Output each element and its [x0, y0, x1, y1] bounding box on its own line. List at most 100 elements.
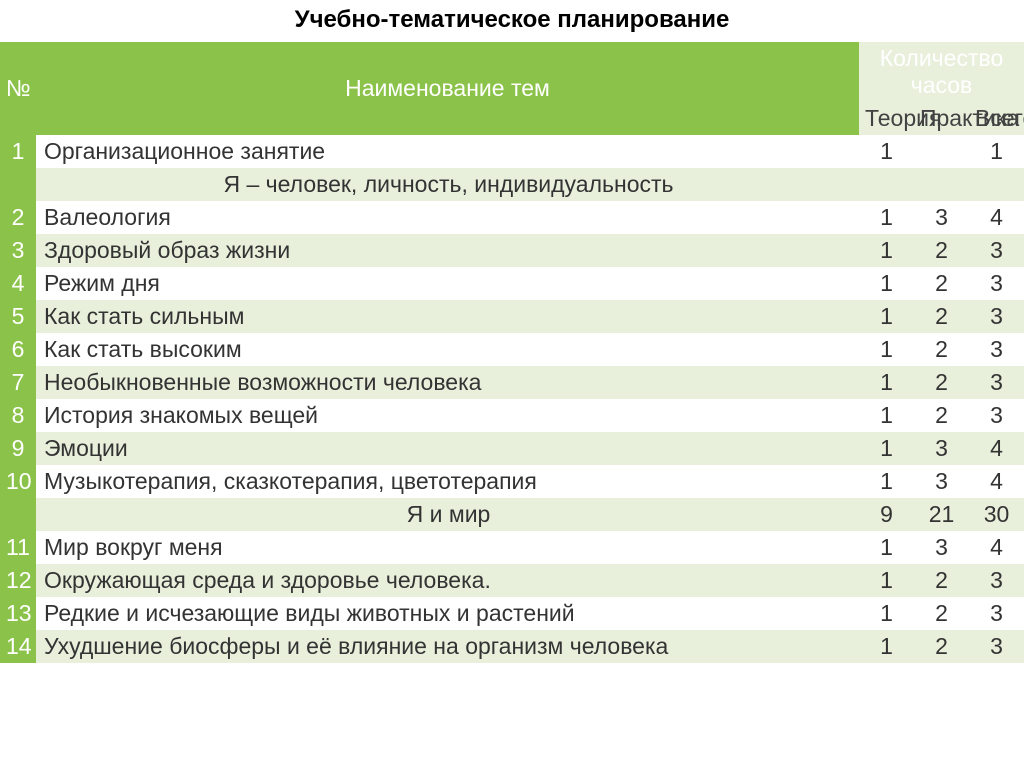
row-practice: 2 — [914, 597, 969, 630]
row-number: 4 — [0, 267, 36, 300]
row-name: Ухудшение биосферы и её влияние на орган… — [36, 630, 859, 663]
row-number: 8 — [0, 399, 36, 432]
row-practice: 2 — [914, 366, 969, 399]
table-row: Я и мир92130 — [0, 498, 1024, 531]
row-theory: 1 — [859, 234, 914, 267]
table-row: 4Режим дня123 — [0, 267, 1024, 300]
row-practice: 2 — [914, 399, 969, 432]
row-name: Валеология — [36, 201, 859, 234]
row-number — [0, 498, 36, 531]
row-name: Необыкновенные возможности человека — [36, 366, 859, 399]
row-total: 4 — [969, 465, 1024, 498]
header-total: Всего — [969, 102, 1024, 135]
row-theory: 1 — [859, 432, 914, 465]
planning-table: № Наименование тем Количество часов Теор… — [0, 42, 1024, 663]
table-row: 7Необыкновенные возможности человека123 — [0, 366, 1024, 399]
row-practice: 2 — [914, 333, 969, 366]
row-total: 3 — [969, 267, 1024, 300]
row-number: 11 — [0, 531, 36, 564]
row-theory: 1 — [859, 531, 914, 564]
row-number: 2 — [0, 201, 36, 234]
row-number: 1 — [0, 135, 36, 168]
table-row: 6Как стать высоким123 — [0, 333, 1024, 366]
row-number: 3 — [0, 234, 36, 267]
row-number — [0, 168, 36, 201]
row-total: 3 — [969, 333, 1024, 366]
table-row: 14Ухудшение биосферы и её влияние на орг… — [0, 630, 1024, 663]
row-name: Как стать высоким — [36, 333, 859, 366]
row-name: Эмоции — [36, 432, 859, 465]
row-number: 13 — [0, 597, 36, 630]
row-number: 12 — [0, 564, 36, 597]
row-number: 10 — [0, 465, 36, 498]
row-practice: 2 — [914, 267, 969, 300]
row-name: Я – человек, личность, индивидуальность — [36, 168, 859, 201]
row-theory: 1 — [859, 597, 914, 630]
row-total: 30 — [969, 498, 1024, 531]
row-total: 3 — [969, 366, 1024, 399]
row-number: 14 — [0, 630, 36, 663]
row-name: Как стать сильным — [36, 300, 859, 333]
row-name: Мир вокруг меня — [36, 531, 859, 564]
table-row: 5Как стать сильным123 — [0, 300, 1024, 333]
table-row: 3Здоровый образ жизни123 — [0, 234, 1024, 267]
table-row: 13Редкие и исчезающие виды животных и ра… — [0, 597, 1024, 630]
row-practice: 2 — [914, 300, 969, 333]
row-total: 4 — [969, 432, 1024, 465]
row-theory: 1 — [859, 267, 914, 300]
row-total: 4 — [969, 201, 1024, 234]
header-hours: Количество часов — [859, 42, 1024, 102]
row-practice: 2 — [914, 234, 969, 267]
row-name: Режим дня — [36, 267, 859, 300]
row-name: История знакомых вещей — [36, 399, 859, 432]
row-total: 3 — [969, 234, 1024, 267]
table-row: 2Валеология134 — [0, 201, 1024, 234]
row-total: 3 — [969, 564, 1024, 597]
row-total: 3 — [969, 597, 1024, 630]
row-total: 3 — [969, 300, 1024, 333]
header-theory: Теория — [859, 102, 914, 135]
table-row: 9Эмоции134 — [0, 432, 1024, 465]
table-body: 1Организационное занятие11Я – человек, л… — [0, 135, 1024, 663]
row-theory: 1 — [859, 135, 914, 168]
row-theory: 1 — [859, 399, 914, 432]
row-number: 6 — [0, 333, 36, 366]
row-practice: 3 — [914, 201, 969, 234]
table-row: 12Окружающая среда и здоровье человека.1… — [0, 564, 1024, 597]
row-practice: 3 — [914, 465, 969, 498]
row-name: Организационное занятие — [36, 135, 859, 168]
table-header: № Наименование тем Количество часов Теор… — [0, 42, 1024, 135]
row-number: 9 — [0, 432, 36, 465]
row-practice — [914, 168, 969, 201]
row-theory — [859, 168, 914, 201]
row-total: 3 — [969, 630, 1024, 663]
row-theory: 9 — [859, 498, 914, 531]
row-theory: 1 — [859, 630, 914, 663]
row-practice: 2 — [914, 630, 969, 663]
table-row: Я – человек, личность, индивидуальность — [0, 168, 1024, 201]
row-practice: 21 — [914, 498, 969, 531]
row-total: 4 — [969, 531, 1024, 564]
row-name: Редкие и исчезающие виды животных и раст… — [36, 597, 859, 630]
row-theory: 1 — [859, 333, 914, 366]
header-number: № — [0, 42, 36, 135]
row-number: 7 — [0, 366, 36, 399]
header-name: Наименование тем — [36, 42, 859, 135]
row-theory: 1 — [859, 465, 914, 498]
row-name: Здоровый образ жизни — [36, 234, 859, 267]
row-name: Окружающая среда и здоровье человека. — [36, 564, 859, 597]
row-total: 1 — [969, 135, 1024, 168]
row-total — [969, 168, 1024, 201]
row-practice — [914, 135, 969, 168]
row-name: Музыкотерапия, сказкотерапия, цветотерап… — [36, 465, 859, 498]
table-row: 10Музыкотерапия, сказкотерапия, цветотер… — [0, 465, 1024, 498]
table-row: 1Организационное занятие11 — [0, 135, 1024, 168]
row-total: 3 — [969, 399, 1024, 432]
row-practice: 3 — [914, 432, 969, 465]
row-theory: 1 — [859, 564, 914, 597]
row-name: Я и мир — [36, 498, 859, 531]
row-theory: 1 — [859, 300, 914, 333]
row-number: 5 — [0, 300, 36, 333]
table-row: 8История знакомых вещей123 — [0, 399, 1024, 432]
row-practice: 2 — [914, 564, 969, 597]
